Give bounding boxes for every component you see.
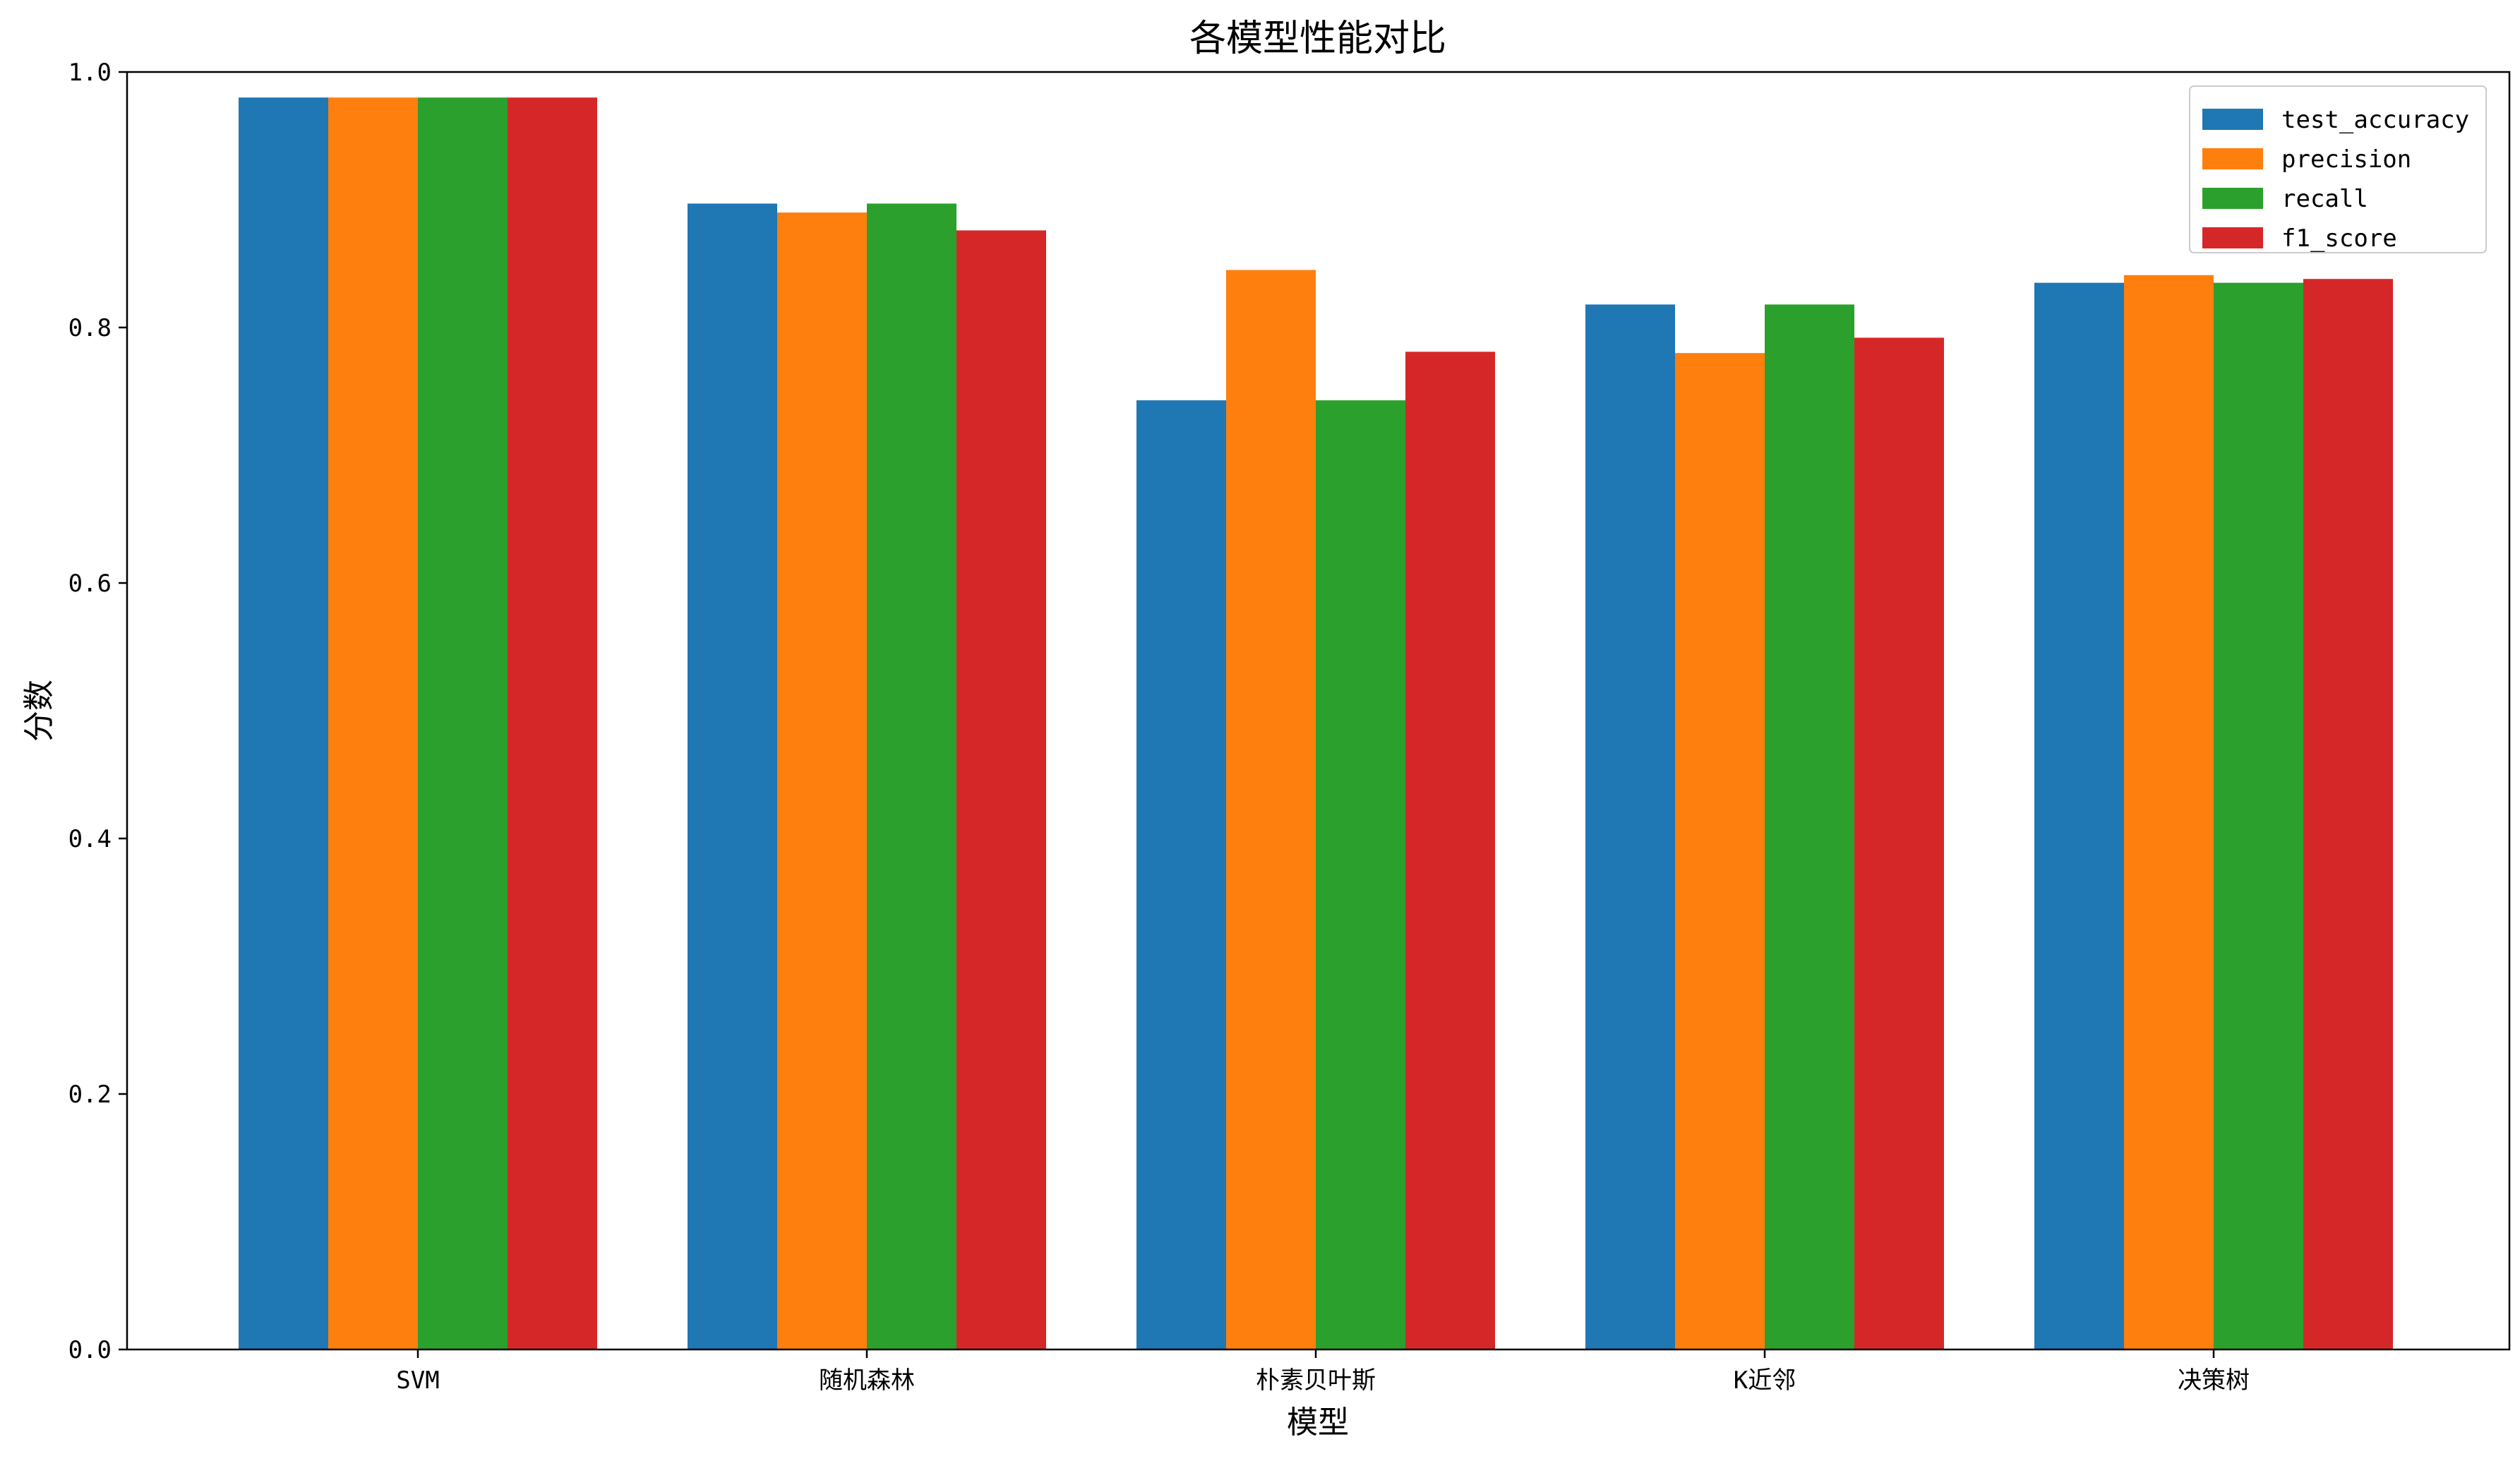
bar-precision-3: [1675, 353, 1765, 1350]
y-tick-label: 1.0: [68, 59, 112, 87]
bar-recall-0: [418, 97, 508, 1350]
bar-precision-4: [2124, 275, 2214, 1349]
y-tick-label: 0.0: [68, 1336, 112, 1364]
y-tick-label: 0.6: [68, 570, 112, 598]
legend-swatch-recall: [2202, 188, 2263, 209]
bar-test_accuracy-2: [1136, 400, 1226, 1350]
y-tick-label: 0.2: [68, 1081, 112, 1109]
bar-recall-3: [1765, 304, 1854, 1349]
legend: test_accuracy precision recall f1_score: [2189, 85, 2487, 253]
legend-label-f1_score: f1_score: [2281, 224, 2397, 253]
bar-f1_score-3: [1854, 337, 1944, 1350]
x-tick-label: 决策树: [2178, 1366, 2250, 1395]
y-axis: 0.0 0.2 0.4 0.6 0.8 1.0: [68, 59, 127, 1364]
y-axis-title: 分数: [21, 680, 57, 742]
x-tick-label: K近邻: [1734, 1366, 1796, 1395]
bar-f1_score-1: [956, 230, 1046, 1350]
x-tick-label: 随机森林: [819, 1366, 915, 1395]
legend-label-precision: precision: [2281, 145, 2411, 174]
x-tick-label: SVM: [396, 1366, 439, 1395]
x-axis-title: 模型: [1287, 1405, 1349, 1441]
y-tick-label: 0.4: [68, 825, 112, 853]
bars-layer: [239, 97, 2393, 1350]
legend-swatch-test_accuracy: [2202, 109, 2263, 130]
bar-precision-0: [328, 97, 418, 1350]
bar-test_accuracy-4: [2034, 282, 2124, 1349]
x-tick-label: 朴素贝叶斯: [1256, 1366, 1376, 1395]
bar-recall-4: [2214, 282, 2303, 1349]
bar-test_accuracy-3: [1585, 304, 1675, 1349]
bar-f1_score-4: [2303, 279, 2393, 1350]
legend-swatch-f1_score: [2202, 227, 2263, 248]
legend-swatch-precision: [2202, 148, 2263, 169]
bar-f1_score-2: [1405, 351, 1495, 1349]
legend-label-test_accuracy: test_accuracy: [2281, 106, 2469, 134]
chart-title: 各模型性能对比: [1189, 18, 1446, 60]
y-tick-label: 0.8: [68, 314, 112, 342]
bar-test_accuracy-0: [239, 97, 328, 1350]
bar-precision-1: [777, 212, 867, 1350]
bar-recall-1: [867, 203, 956, 1350]
bar-test_accuracy-1: [688, 203, 777, 1350]
legend-label-recall: recall: [2281, 185, 2368, 213]
bar-precision-2: [1226, 270, 1316, 1349]
bar-recall-2: [1316, 400, 1405, 1350]
plot-frame: [126, 71, 2511, 1351]
x-axis: SVM 随机森林 朴素贝叶斯 K近邻 决策树: [396, 1349, 2250, 1395]
legend-box: [2189, 85, 2487, 253]
bar-f1_score-0: [508, 97, 597, 1350]
